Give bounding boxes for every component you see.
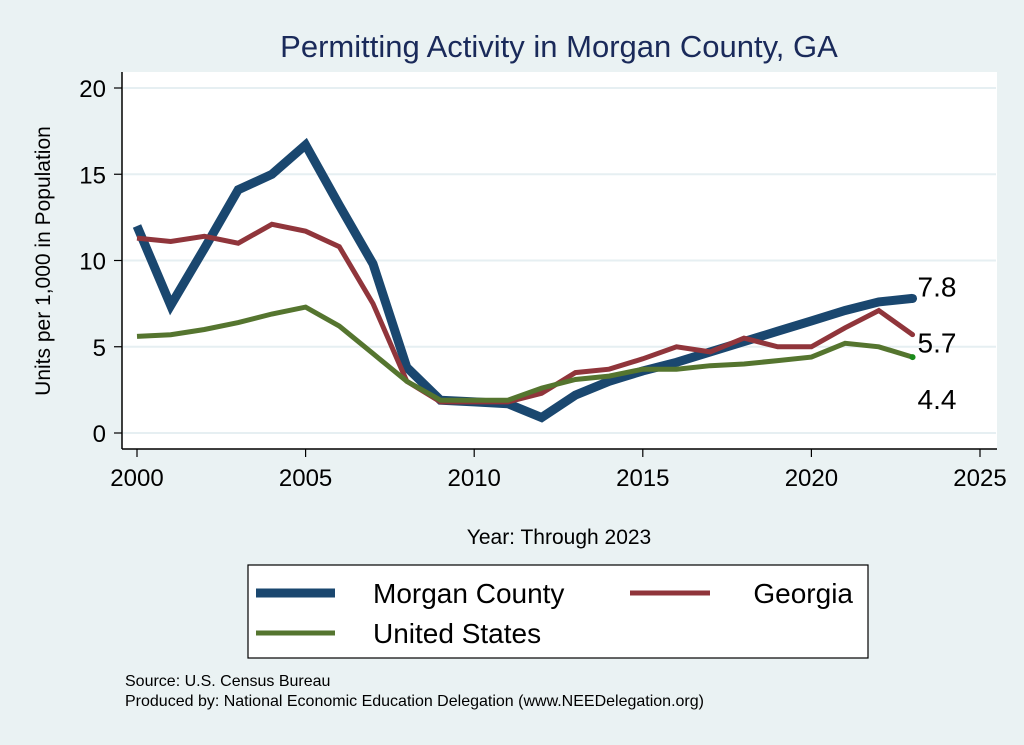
x-tick-label: 2000: [110, 465, 163, 492]
x-tick-label: 2005: [279, 465, 332, 492]
legend-label-morgan-county: Morgan County: [373, 578, 564, 609]
produced-by-note: Produced by: National Economic Education…: [125, 693, 704, 710]
series-line-morgan-county: [132, 137, 914, 423]
source-note: Source: U.S. Census Bureau: [125, 673, 331, 690]
end-marker-united-states: [909, 354, 916, 361]
legend-box: [247, 564, 869, 659]
end-marker-georgia: [910, 332, 916, 338]
chart-title: Permitting Activity in Morgan County, GA: [280, 29, 838, 64]
x-tick-label: 2015: [616, 465, 669, 492]
x-ticks: 2000 2005 2010 2015 2020 2025: [110, 449, 1007, 492]
y-axis-label: Units per 1,000 in Population: [32, 126, 55, 396]
end-labels: 7.8 5.7 4.4: [908, 271, 956, 415]
y-tick-label: 15: [79, 162, 106, 189]
end-label-united-states: 4.4: [918, 384, 957, 415]
series-line-united-states: [136, 304, 914, 403]
y-tick-label: 10: [79, 249, 106, 276]
series-line-georgia: [136, 221, 915, 405]
y-ticks: 0 5 10 15 20: [79, 76, 122, 448]
y-tick-label: 0: [93, 421, 106, 448]
end-label-georgia: 5.7: [918, 328, 957, 359]
x-tick-label: 2020: [785, 465, 838, 492]
end-marker-morgan-county: [908, 293, 918, 303]
legend-label-georgia: Georgia: [753, 578, 853, 609]
series-group: [132, 137, 915, 423]
x-tick-label: 2010: [448, 465, 501, 492]
legend-label-united-states: United States: [373, 618, 541, 649]
y-tick-label: 20: [79, 76, 106, 103]
x-tick-label: 2025: [953, 465, 1006, 492]
y-tick-label: 5: [93, 335, 106, 362]
x-axis-label: Year: Through 2023: [467, 526, 652, 549]
end-label-morgan-county: 7.8: [918, 271, 957, 302]
legend: Morgan County Georgia United States: [247, 564, 869, 659]
